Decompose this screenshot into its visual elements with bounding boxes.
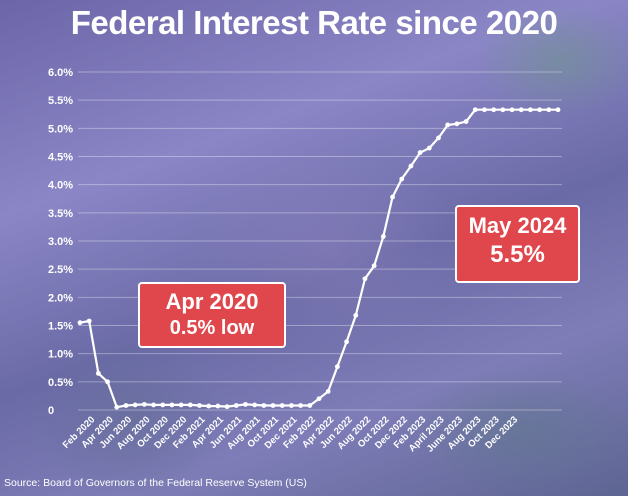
data-point (270, 403, 276, 408)
callout-low-value: 0.5% low (169, 317, 255, 339)
data-point (132, 402, 138, 408)
data-point (252, 402, 258, 408)
data-point (537, 107, 543, 113)
y-tick-label: 1.0% (48, 349, 73, 361)
data-point (160, 402, 166, 408)
data-point (518, 107, 524, 113)
data-point (141, 401, 147, 407)
data-point (528, 107, 533, 113)
callout-apr-2020-low: Apr 2020 0.5% low (138, 282, 286, 348)
data-point (261, 403, 267, 408)
data-point (334, 364, 340, 370)
data-point (279, 403, 285, 408)
y-tick-label: 2.0% (48, 292, 73, 304)
y-tick-label: 0 (48, 405, 54, 417)
y-tick-label: 2.5% (48, 264, 73, 276)
data-point (509, 107, 515, 113)
data-point (307, 403, 313, 408)
y-tick-label: 4.5% (48, 152, 73, 164)
y-tick-label: 6.0% (48, 67, 73, 79)
y-tick-label: 3.0% (48, 236, 73, 248)
data-point (491, 107, 497, 113)
data-point (417, 150, 423, 155)
data-point (472, 107, 478, 113)
data-point (289, 403, 294, 408)
data-point (555, 107, 561, 113)
data-point (408, 163, 414, 169)
callout-now-value: 5.5% (490, 241, 545, 268)
data-point (77, 320, 83, 326)
y-tick-label: 5.5% (48, 95, 73, 107)
data-point (86, 318, 92, 324)
data-point (426, 145, 432, 151)
callout-low-date: Apr 2020 (165, 289, 259, 314)
data-point (344, 339, 349, 345)
data-point (187, 402, 193, 408)
chart-title: Federal Interest Rate since 2020 (70, 4, 558, 41)
data-point (546, 107, 552, 113)
data-point (390, 194, 395, 200)
y-tick-label: 5.0% (48, 123, 73, 135)
source-note: Source: Board of Governors of the Federa… (4, 477, 307, 489)
data-point (197, 403, 202, 408)
data-point (215, 403, 221, 409)
data-point (95, 370, 101, 376)
data-point (316, 396, 322, 402)
data-point (362, 276, 368, 282)
data-point (114, 404, 120, 410)
y-tick-label: 0.5% (48, 377, 73, 389)
data-point (123, 403, 129, 408)
data-point (151, 402, 156, 408)
data-point (169, 402, 175, 408)
data-point (243, 401, 248, 407)
y-tick-label: 4.0% (48, 180, 73, 192)
data-point (298, 403, 304, 408)
data-point (178, 402, 184, 408)
callout-may-2024: May 2024 5.5% (455, 205, 580, 283)
y-tick-label: 1.5% (48, 321, 73, 333)
data-point (454, 121, 460, 127)
data-point (482, 107, 487, 113)
callout-now-date: May 2024 (468, 213, 567, 238)
data-point (399, 176, 405, 182)
data-point (206, 403, 212, 409)
data-point (463, 119, 469, 124)
data-point (233, 403, 239, 408)
data-point (436, 135, 441, 141)
data-point (105, 379, 110, 385)
data-point (500, 107, 506, 113)
data-point (325, 389, 331, 394)
data-point (371, 263, 377, 269)
data-point (380, 234, 386, 239)
data-point (224, 404, 230, 410)
data-point (445, 122, 451, 128)
y-tick-label: 3.5% (48, 208, 73, 220)
data-point (353, 312, 359, 318)
